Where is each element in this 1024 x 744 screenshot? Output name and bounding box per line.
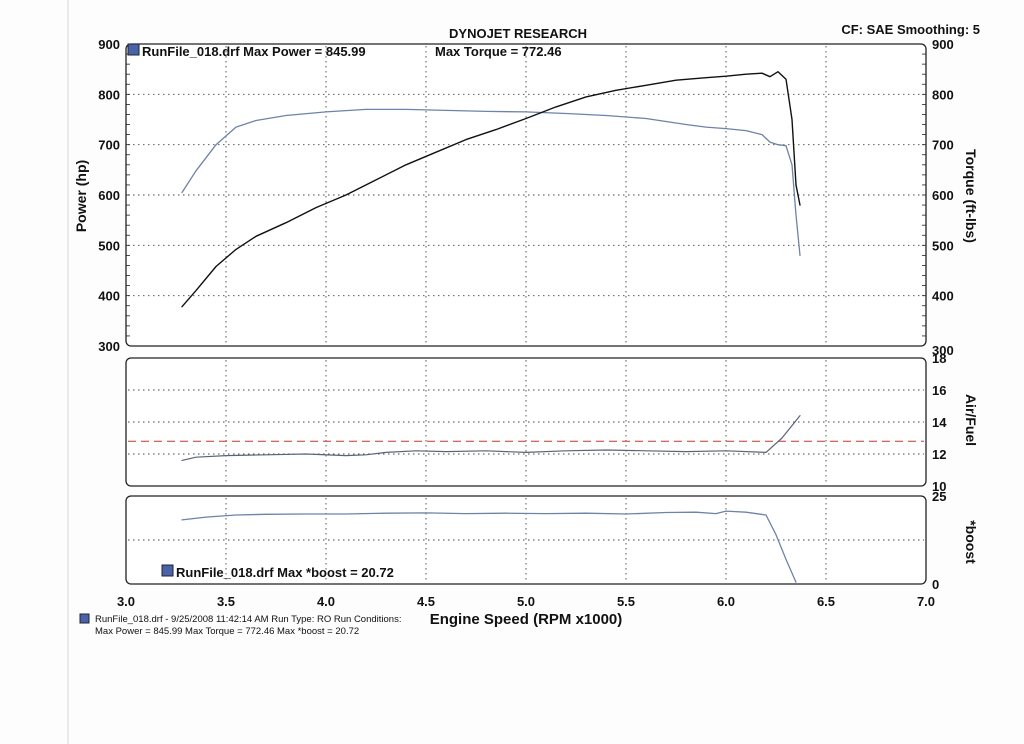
x-tick-label: 6.5 [817, 594, 835, 609]
x-tick-label: 7.0 [917, 594, 935, 609]
footer-max-values: Max Power = 845.99 Max Torque = 772.46 M… [95, 626, 359, 637]
legend-torque: Max Torque = 772.46 [435, 44, 562, 59]
power-y-tick-label: 300 [98, 339, 120, 354]
x-tick-label: 6.0 [717, 594, 735, 609]
legend-swatch-boost [161, 564, 174, 577]
panel-frame-1 [125, 43, 927, 347]
legend-power: RunFile_018.drf Max Power = 845.99 [142, 44, 366, 59]
torque-y-tick-label: 500 [932, 238, 954, 253]
afr-y-tick-label: 16 [932, 383, 946, 398]
afr-axis-title: Air/Fuel [963, 394, 979, 446]
power-axis-title: Power (hp) [73, 160, 89, 232]
power-y-tick-label: 400 [98, 289, 120, 304]
torque-y-tick-label: 400 [932, 289, 954, 304]
torque-y-tick-label: 800 [932, 87, 954, 102]
torque-curve [181, 108, 801, 257]
power-y-tick-label: 800 [98, 87, 120, 102]
footer-swatch [79, 613, 90, 624]
afr-y-tick-label: 12 [932, 447, 946, 462]
torque-y-tick-label: 300 [932, 343, 954, 358]
x-tick-label: 5.5 [617, 594, 635, 609]
chart-settings: CF: SAE Smoothing: 5 [841, 22, 980, 37]
torque-axis-title: Torque (ft-lbs) [963, 149, 979, 243]
torque-y-tick-label: 600 [932, 188, 954, 203]
power-y-tick-label: 600 [98, 188, 120, 203]
legend-boost: RunFile_018.drf Max *boost = 20.72 [176, 565, 394, 580]
afr-y-tick-label: 18 [932, 351, 946, 366]
power-curve [181, 70, 801, 308]
power-y-tick-label: 900 [98, 37, 120, 52]
x-axis-title: Engine Speed (RPM x1000) [430, 611, 623, 628]
boost-curve [181, 510, 797, 583]
torque-y-tick-label: 700 [932, 138, 954, 153]
x-tick-label: 3.0 [117, 594, 135, 609]
afr-curve [181, 415, 801, 461]
power-y-tick-label: 700 [98, 138, 120, 153]
boost-axis-title: *boost [963, 520, 979, 564]
x-tick-label: 4.5 [417, 594, 435, 609]
boost-y-tick-label: 25 [932, 489, 946, 504]
torque-y-tick-label: 900 [932, 37, 954, 52]
legend-swatch-power [127, 43, 140, 56]
chart-title: DYNOJET RESEARCH [449, 26, 587, 41]
footer-run-info: RunFile_018.drf - 9/25/2008 11:42:14 AM … [95, 614, 401, 625]
x-tick-label: 4.0 [317, 594, 335, 609]
boost-y-tick-label: 0 [932, 577, 939, 592]
power-y-tick-label: 500 [98, 238, 120, 253]
afr-y-tick-label: 14 [932, 415, 947, 430]
afr-y-tick-label: 10 [932, 479, 946, 494]
panel-frame-2 [125, 357, 927, 487]
x-tick-label: 5.0 [517, 594, 535, 609]
x-tick-label: 3.5 [217, 594, 235, 609]
